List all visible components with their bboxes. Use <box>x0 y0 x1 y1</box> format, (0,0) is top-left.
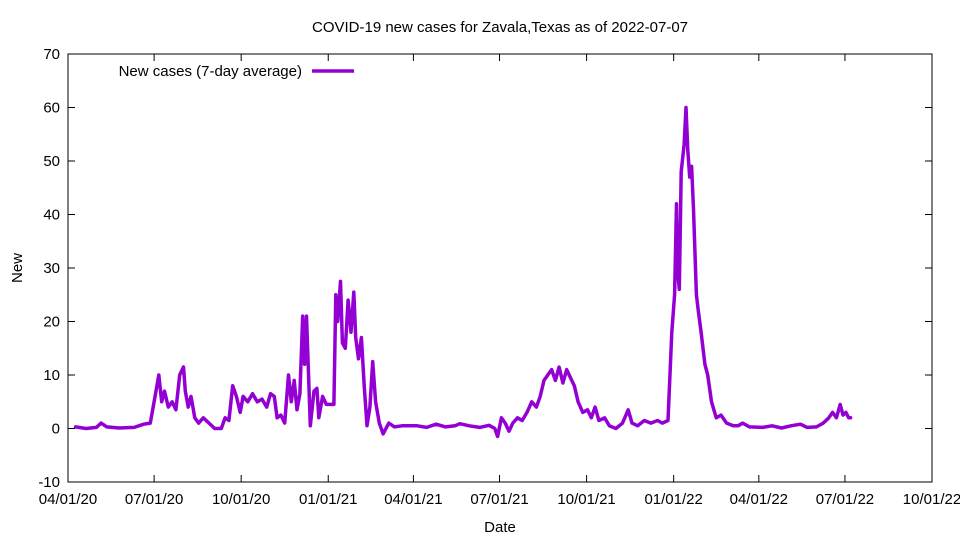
x-axis-label: Date <box>484 519 516 536</box>
y-tick-label: 0 <box>52 421 60 438</box>
x-tick-label: 10/01/21 <box>557 491 615 508</box>
y-tick-label: 70 <box>43 46 60 63</box>
y-tick-label: 20 <box>43 314 60 331</box>
y-tick-label: -10 <box>38 474 60 491</box>
x-tick-label: 10/01/22 <box>903 491 960 508</box>
legend-label: New cases (7-day average) <box>119 63 302 80</box>
legend: New cases (7-day average) <box>119 63 354 80</box>
y-tick-label: 50 <box>43 153 60 170</box>
x-tick-label: 07/01/22 <box>816 491 874 508</box>
chart-title: COVID-19 new cases for Zavala,Texas as o… <box>312 19 688 36</box>
x-tick-label: 04/01/20 <box>39 491 97 508</box>
y-axis-ticks: -10 0 10 20 30 40 50 60 70 <box>38 46 932 491</box>
x-tick-label: 10/01/20 <box>212 491 270 508</box>
y-tick-label: 10 <box>43 367 60 384</box>
x-tick-label: 01/01/21 <box>299 491 357 508</box>
x-tick-label: 07/01/20 <box>125 491 183 508</box>
plot-frame <box>67 53 933 483</box>
x-tick-label: 07/01/21 <box>470 491 528 508</box>
y-tick-label: 30 <box>43 260 60 277</box>
y-tick-label: 40 <box>43 207 60 224</box>
y-axis-label: New <box>9 253 26 283</box>
y-tick-label: 60 <box>43 100 60 117</box>
x-tick-label: 04/01/21 <box>384 491 442 508</box>
x-axis-ticks: 04/01/20 07/01/20 10/01/20 01/01/21 04/01/21… <box>39 54 960 508</box>
x-tick-label: 01/01/22 <box>644 491 702 508</box>
series-line-new-cases <box>73 105 853 439</box>
x-tick-label: 04/01/22 <box>730 491 788 508</box>
